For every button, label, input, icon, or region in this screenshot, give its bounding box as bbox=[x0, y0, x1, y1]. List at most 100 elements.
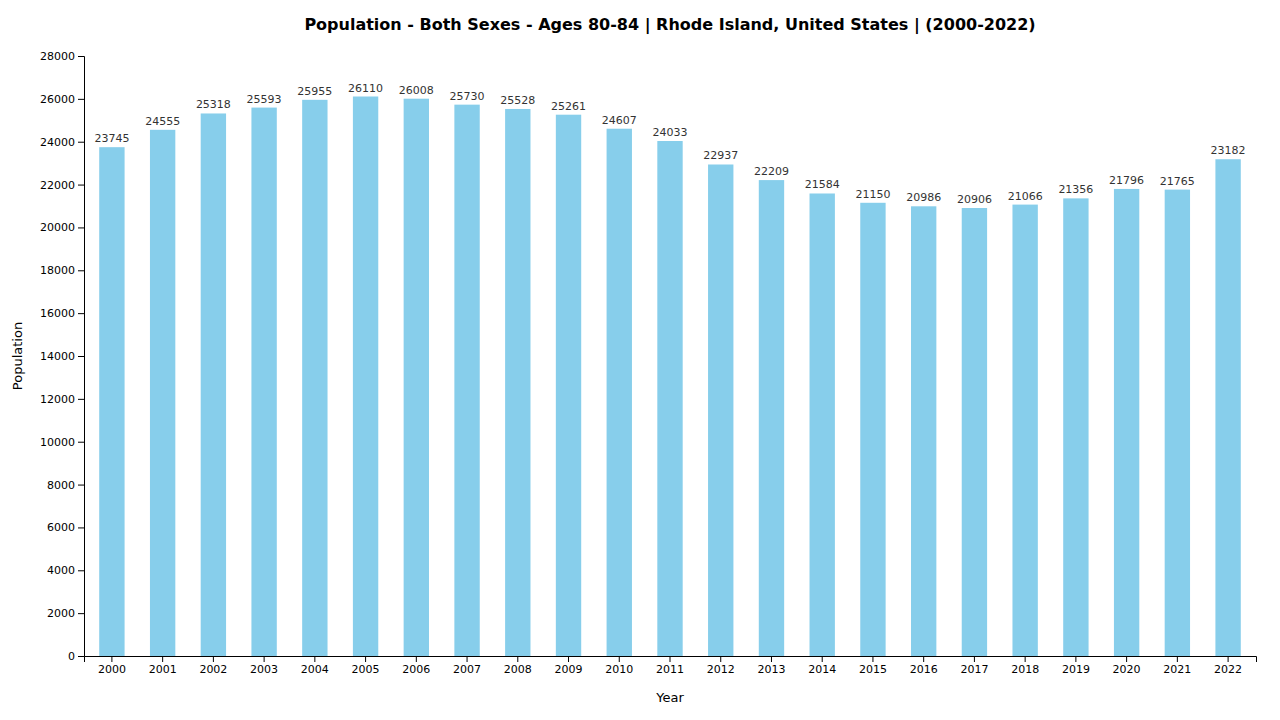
x-tick-label: 2019 bbox=[1062, 663, 1090, 676]
data-label: 25261 bbox=[551, 100, 586, 113]
data-label: 21150 bbox=[855, 188, 890, 201]
x-tick-label: 2013 bbox=[757, 663, 785, 676]
x-tick: 2020 bbox=[1113, 656, 1141, 676]
x-tick: 2003 bbox=[250, 656, 278, 676]
bar bbox=[657, 141, 682, 656]
x-tick: 2005 bbox=[352, 656, 380, 676]
x-tick: 2009 bbox=[555, 656, 583, 676]
y-tick: 20000 bbox=[40, 221, 84, 234]
bar bbox=[505, 109, 530, 656]
x-tick-label: 2018 bbox=[1011, 663, 1039, 676]
x-tick-label: 2003 bbox=[250, 663, 278, 676]
x-tick-mark bbox=[111, 656, 112, 662]
chart-root: 2000 2001 2002 2003 2004 2005 2006 2007 2008 2009… bbox=[0, 0, 1280, 720]
y-tick-label: 0 bbox=[68, 650, 75, 663]
y-tick: 8000 bbox=[47, 479, 84, 492]
y-tick-label: 16000 bbox=[40, 307, 75, 320]
x-tick-label: 2012 bbox=[707, 663, 735, 676]
data-label: 20906 bbox=[957, 193, 992, 206]
bar bbox=[150, 130, 175, 656]
y-tick-mark bbox=[78, 527, 84, 528]
y-tick-mark bbox=[78, 227, 84, 228]
bar bbox=[810, 193, 835, 656]
x-tick-mark bbox=[670, 656, 671, 662]
data-label: 20986 bbox=[906, 191, 941, 204]
x-tick-mark bbox=[162, 656, 163, 662]
data-label: 22209 bbox=[754, 165, 789, 178]
x-tick-label: 2001 bbox=[149, 663, 177, 676]
x-tick-label: 2016 bbox=[910, 663, 938, 676]
data-label: 23182 bbox=[1211, 144, 1246, 157]
y-tick-mark bbox=[78, 485, 84, 486]
x-tick: 2016 bbox=[910, 656, 938, 676]
bar bbox=[201, 113, 226, 656]
y-tick-mark bbox=[78, 356, 84, 357]
data-label: 24555 bbox=[145, 115, 180, 128]
data-label: 23745 bbox=[94, 132, 129, 145]
x-tick-mark bbox=[1177, 656, 1178, 662]
x-tick-mark bbox=[1228, 656, 1229, 662]
x-tick-label: 2014 bbox=[808, 663, 836, 676]
y-tick-label: 24000 bbox=[40, 136, 75, 149]
data-label: 25528 bbox=[500, 94, 535, 107]
data-label: 25318 bbox=[196, 98, 231, 111]
x-tick: 2015 bbox=[859, 656, 887, 676]
x-tick: 2001 bbox=[149, 656, 177, 676]
y-tick-label: 14000 bbox=[40, 350, 75, 363]
x-tick-mark bbox=[264, 656, 265, 662]
x-tick-label: 2008 bbox=[504, 663, 532, 676]
x-tick: 2006 bbox=[402, 656, 430, 676]
y-axis-line bbox=[78, 57, 85, 657]
y-axis: 0200040006000800010000120001400016000180… bbox=[40, 50, 85, 663]
x-tick: 2017 bbox=[960, 656, 988, 676]
x-tick: 2004 bbox=[301, 656, 329, 676]
y-tick: 26000 bbox=[40, 93, 84, 106]
x-tick: 2002 bbox=[199, 656, 227, 676]
x-tick: 2000 bbox=[98, 656, 126, 676]
x-axis-line bbox=[85, 657, 1257, 663]
x-tick-label: 2007 bbox=[453, 663, 481, 676]
x-tick-mark bbox=[568, 656, 569, 662]
y-tick-label: 18000 bbox=[40, 264, 75, 277]
y-tick: 24000 bbox=[40, 136, 84, 149]
x-tick-mark bbox=[771, 656, 772, 662]
x-tick: 2010 bbox=[605, 656, 633, 676]
x-tick: 2007 bbox=[453, 656, 481, 676]
y-tick-mark bbox=[78, 56, 84, 57]
data-label: 21796 bbox=[1109, 174, 1144, 187]
x-tick-label: 2015 bbox=[859, 663, 887, 676]
y-tick-mark bbox=[78, 270, 84, 271]
x-tick-label: 2017 bbox=[960, 663, 988, 676]
bar bbox=[1165, 190, 1190, 656]
data-label: 26110 bbox=[348, 82, 383, 95]
x-tick-label: 2021 bbox=[1163, 663, 1191, 676]
x-tick-mark bbox=[213, 656, 214, 662]
y-tick-label: 12000 bbox=[40, 393, 75, 406]
data-label: 24033 bbox=[653, 126, 688, 139]
y-tick-label: 26000 bbox=[40, 93, 75, 106]
bar bbox=[759, 180, 784, 656]
y-tick-mark bbox=[78, 313, 84, 314]
x-tick: 2013 bbox=[757, 656, 785, 676]
x-tick-label: 2004 bbox=[301, 663, 329, 676]
bar bbox=[1063, 198, 1088, 656]
y-tick-mark bbox=[78, 142, 84, 143]
x-tick-label: 2005 bbox=[352, 663, 380, 676]
x-tick-mark bbox=[619, 656, 620, 662]
data-label: 22937 bbox=[703, 149, 738, 162]
bar bbox=[860, 203, 885, 656]
y-tick: 2000 bbox=[47, 607, 84, 620]
x-tick-mark bbox=[1126, 656, 1127, 662]
bar bbox=[1114, 189, 1139, 656]
x-tick: 2018 bbox=[1011, 656, 1039, 676]
x-tick: 2022 bbox=[1214, 656, 1242, 676]
x-tick: 2008 bbox=[504, 656, 532, 676]
y-tick: 28000 bbox=[40, 50, 84, 63]
data-label: 21584 bbox=[805, 178, 840, 191]
x-tick-label: 2000 bbox=[98, 663, 126, 676]
data-label: 21356 bbox=[1058, 183, 1093, 196]
y-tick-mark bbox=[78, 570, 84, 571]
y-tick: 0 bbox=[68, 650, 84, 663]
data-labels: 2374524555253182559325955261102600825730… bbox=[94, 82, 1245, 207]
bar bbox=[556, 115, 581, 656]
